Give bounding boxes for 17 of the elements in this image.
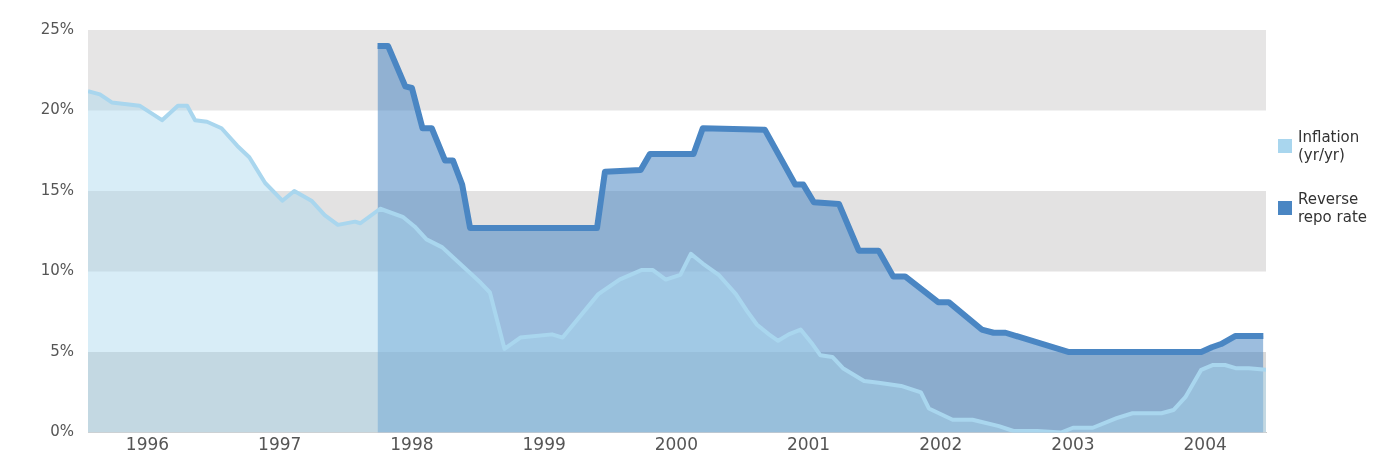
x-tick-label: 2004 xyxy=(1183,434,1227,455)
x-tick-label: 2003 xyxy=(1051,434,1095,455)
x-tick-label: 1998 xyxy=(390,434,434,455)
x-tick-label: 1997 xyxy=(258,434,302,455)
x-tick-label: 1999 xyxy=(522,434,566,455)
y-tick-label: 20% xyxy=(40,100,74,119)
legend-label: Inflation (yr/yr) xyxy=(1298,128,1361,164)
y-tick-label: 0% xyxy=(50,422,74,441)
legend-label: Reverse repo rate xyxy=(1298,190,1368,226)
x-tick-label: 1996 xyxy=(125,434,170,455)
x-tick-label: 2001 xyxy=(786,434,831,455)
y-tick-label: 25% xyxy=(40,19,74,38)
y-tick-label: 15% xyxy=(40,180,74,199)
x-tick-label: 2002 xyxy=(919,434,963,455)
y-tick-label: 5% xyxy=(50,341,74,360)
y-tick-label: 10% xyxy=(40,261,74,280)
x-tick-label: 2000 xyxy=(654,434,698,455)
